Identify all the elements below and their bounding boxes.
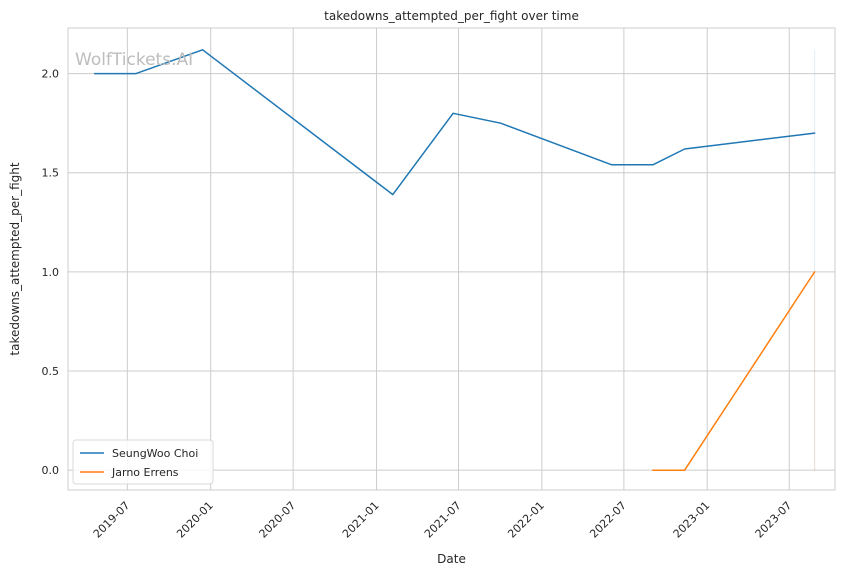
chart-title: takedowns_attempted_per_fight over time [324,9,579,23]
x-axis-label: Date [437,552,466,566]
y-axis-ticks: 0.0 0.5 1.0 1.5 2.0 [42,68,60,478]
grid [68,28,835,490]
y-tick-label: 0.5 [42,365,60,378]
legend-entry: SeungWoo Choi [112,447,198,460]
series-layer [93,49,816,471]
legend-box [72,439,214,485]
plot-area [67,27,836,491]
watermark: WolfTickets.AI [75,50,193,70]
y-tick-label: 2.0 [42,68,60,81]
y-tick-label: 0.0 [42,464,60,477]
y-tick-label: 1.0 [42,266,60,279]
series-line-1 [652,271,816,471]
y-tick-label: 1.5 [42,167,60,180]
series-line-0 [93,49,816,196]
legend-entry: Jarno Errens [111,466,179,479]
legend: SeungWoo Choi Jarno Errens [72,439,214,485]
y-axis-label: takedowns_attempted_per_fight [8,162,22,355]
